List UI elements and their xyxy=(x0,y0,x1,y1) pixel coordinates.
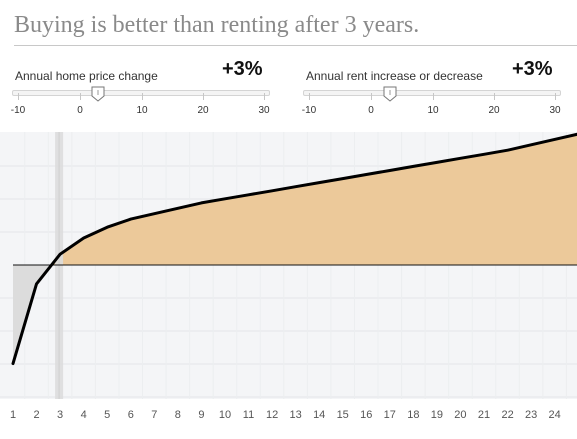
x-tick-label: 18 xyxy=(407,409,420,421)
rent-change-slider-handle[interactable] xyxy=(383,86,397,102)
slider-tick xyxy=(203,93,204,100)
home-price-control: Annual home price change +3% -10 0 10 20… xyxy=(10,58,270,120)
series-line xyxy=(11,132,577,366)
slider-tick-label: -10 xyxy=(301,105,317,116)
x-tick-label: 8 xyxy=(174,409,181,421)
x-tick-label: 20 xyxy=(454,409,467,421)
x-tick-label: 19 xyxy=(430,409,444,421)
rent-change-value: +3% xyxy=(512,58,553,80)
x-tick-label: 1 xyxy=(9,409,17,421)
rent-change-slider-track[interactable] xyxy=(303,90,561,96)
slider-tick-label: 0 xyxy=(77,105,83,116)
slider-tick-label: 10 xyxy=(427,105,439,116)
slider-tick-label: 0 xyxy=(368,105,374,116)
x-tick-label: 16 xyxy=(360,409,373,421)
x-tick-label: 10 xyxy=(218,409,232,421)
x-tick-label: 17 xyxy=(383,409,396,421)
slider-tick-label: 20 xyxy=(488,105,500,116)
home-price-value: +3% xyxy=(222,58,263,80)
x-axis-labels: 1 2 3 4 5 6 7 8 9 10 11 12 13 14 15 16 17 18 19 20 21 22 23 24 xyxy=(0,409,577,425)
x-tick-label: 15 xyxy=(336,409,349,421)
slider-tick xyxy=(371,93,372,100)
slider-tick xyxy=(433,93,434,100)
x-tick-label: 6 xyxy=(127,409,134,421)
slider-tick-label: 10 xyxy=(136,105,148,116)
slider-tick-label: -10 xyxy=(10,105,26,116)
slider-tick xyxy=(18,93,19,100)
slider-tick-label: 30 xyxy=(258,105,270,116)
x-tick-label: 23 xyxy=(524,409,538,421)
slider-tick xyxy=(80,93,81,100)
x-tick-label: 14 xyxy=(313,409,326,421)
x-tick-label: 13 xyxy=(289,409,302,421)
x-tick-label: 4 xyxy=(80,409,87,421)
slider-tick-label: 20 xyxy=(197,105,209,116)
x-tick-label: 9 xyxy=(198,409,205,421)
x-tick-label: 2 xyxy=(33,409,40,421)
x-tick-label: 12 xyxy=(265,409,279,421)
advantage-area xyxy=(51,134,577,265)
home-price-label: Annual home price change xyxy=(15,69,158,83)
x-tick-label: 22 xyxy=(501,409,514,421)
slider-tick xyxy=(555,93,556,100)
x-tick-label: 7 xyxy=(151,409,158,421)
slider-tick xyxy=(264,93,265,100)
x-tick-label: 5 xyxy=(104,409,111,421)
home-price-slider-track[interactable] xyxy=(12,90,270,96)
slider-tick-label: 30 xyxy=(549,105,561,116)
home-price-slider-handle[interactable] xyxy=(91,86,105,102)
x-tick-label: 24 xyxy=(548,409,561,421)
rent-change-control: Annual rent increase or decrease +3% -10… xyxy=(301,58,565,120)
slider-tick xyxy=(309,93,310,100)
slider-tick xyxy=(494,93,495,100)
rent-vs-buy-chart xyxy=(0,132,577,399)
headline: Buying is better than renting after 3 ye… xyxy=(14,8,577,46)
x-tick-label: 21 xyxy=(477,409,491,421)
x-tick-label: 11 xyxy=(242,409,255,421)
x-tick-label: 3 xyxy=(57,409,64,421)
slider-tick xyxy=(142,93,143,100)
deficit-area xyxy=(0,265,52,364)
rent-change-label: Annual rent increase or decrease xyxy=(306,69,483,83)
